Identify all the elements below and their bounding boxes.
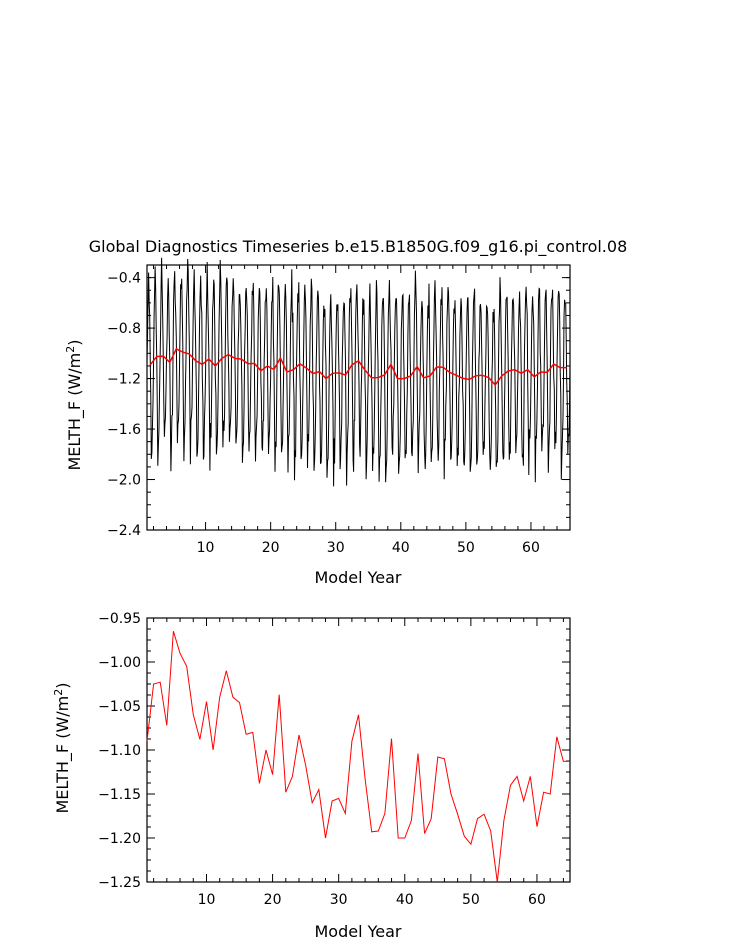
x-tick-label: 10 [197,540,215,556]
x-tick-label: 40 [392,540,410,556]
y-axis-label-end: ) [53,682,72,688]
y-axis-label: MELTH_F (W/m2) [64,339,85,470]
y-axis-label-sup: 2 [52,689,65,696]
y-tick-label: −1.10 [98,743,141,759]
y-tick-label: −1.15 [98,787,141,803]
x-tick-label: 20 [262,540,280,556]
svg-text:MELTH_F (W/m2): MELTH_F (W/m2) [52,682,73,813]
x-tick-label: 60 [528,892,546,908]
x-axis-label: Model Year [315,922,402,941]
y-tick-label: −1.00 [98,655,141,671]
series-line-annual [146,631,570,883]
y-axis-label-main: MELTH_F (W/m [65,353,85,471]
y-tick-label: −1.6 [107,422,141,438]
monthly-timeseries-chart: Global Diagnostics Timeseries b.e15.B185… [64,237,627,587]
y-axis-label-end: ) [65,339,84,345]
x-tick-label: 30 [327,540,345,556]
chart-title: Global Diagnostics Timeseries b.e15.B185… [89,237,628,257]
y-tick-label: −1.05 [98,699,141,715]
series-line-annual-mean [149,347,567,387]
y-tick-label: −0.95 [98,611,141,627]
y-tick-label: −1.20 [98,831,141,847]
y-tick-label: −2.0 [107,473,141,489]
y-tick-label: −0.8 [107,321,141,337]
series-line-monthly [146,257,571,487]
y-tick-label: −0.4 [107,271,141,287]
x-tick-label: 60 [522,540,540,556]
x-tick-label: 20 [264,892,282,908]
x-tick-label: 30 [330,892,348,908]
x-tick-label: 10 [198,892,216,908]
y-axis-label: MELTH_F (W/m2) [52,682,73,813]
svg-text:MELTH_F (W/m2): MELTH_F (W/m2) [64,339,85,470]
plot-frame [146,617,571,883]
y-tick-label: −1.25 [98,875,141,891]
x-tick-label: 40 [396,892,414,908]
y-axis-label-sup: 2 [64,346,77,353]
plot-frame [146,264,571,531]
y-tick-label: −1.2 [107,372,141,388]
y-tick-label: −2.4 [107,523,141,539]
y-axis-label-main: MELTH_F (W/m [53,696,73,814]
x-tick-label: 50 [457,540,475,556]
annual-timeseries-chart: MELTH_F (W/m2) Model Year 10 20 30 40 50 60 −0… [52,611,571,941]
x-axis-label: Model Year [315,568,402,587]
x-tick-label: 50 [462,892,480,908]
